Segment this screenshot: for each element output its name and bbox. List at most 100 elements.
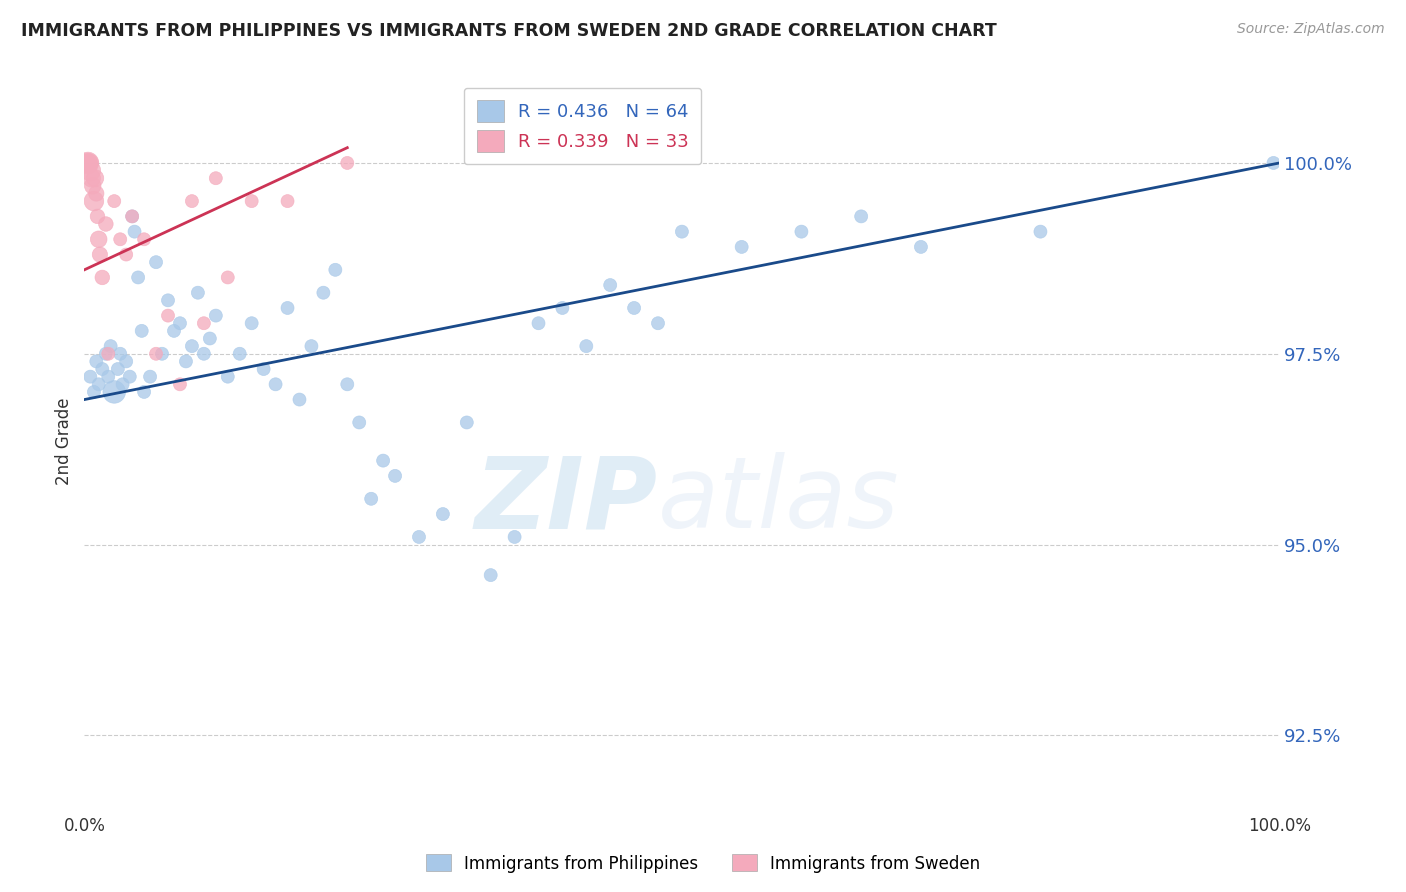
Point [373,453,395,467]
Point [264,377,287,392]
Point [288,392,311,407]
Point [157,309,180,323]
Point [145,255,167,269]
Point [1029,225,1052,239]
Point [169,377,191,392]
Point [217,270,239,285]
Point [87,232,110,246]
Point [193,316,215,330]
Point [198,331,221,345]
Point [111,377,134,392]
Point [169,316,191,330]
Point [384,469,406,483]
Point [527,316,550,330]
Point [277,194,299,208]
Point [76,156,98,170]
Point [910,240,932,254]
Point [205,171,228,186]
Point [121,210,143,224]
Point [86,354,108,368]
Point [790,225,813,239]
Point [479,568,502,582]
Text: ZIP: ZIP [475,452,658,549]
Text: IMMIGRANTS FROM PHILIPPINES VS IMMIGRANTS FROM SWEDEN 2ND GRADE CORRELATION CHAR: IMMIGRANTS FROM PHILIPPINES VS IMMIGRANT… [21,22,997,40]
Point [217,369,239,384]
Point [76,156,98,170]
Point [86,210,108,224]
Point [1263,156,1285,170]
Point [118,369,141,384]
Y-axis label: 2nd Grade: 2nd Grade [55,398,73,485]
Point [150,347,173,361]
Point [336,377,359,392]
Point [75,156,97,170]
Legend: R = 0.436   N = 64, R = 0.339   N = 33: R = 0.436 N = 64, R = 0.339 N = 33 [464,87,702,164]
Point [253,362,276,376]
Point [157,293,180,308]
Point [124,225,146,239]
Text: Source: ZipAtlas.com: Source: ZipAtlas.com [1237,22,1385,37]
Point [731,240,754,254]
Point [103,194,125,208]
Point [240,316,263,330]
Point [121,210,143,224]
Point [599,278,621,293]
Point [115,354,138,368]
Point [181,339,204,353]
Point [325,262,347,277]
Point [671,225,693,239]
Point [80,171,103,186]
Point [181,194,204,208]
Point [110,232,132,246]
Point [107,362,129,376]
Point [83,384,105,399]
Point [97,347,120,361]
Point [623,301,645,315]
Point [132,384,156,399]
Point [97,369,120,384]
Point [87,377,110,392]
Point [82,178,104,193]
Point [174,354,197,368]
Point [360,491,382,506]
Point [91,270,114,285]
Text: atlas: atlas [658,452,900,549]
Point [94,217,117,231]
Point [456,416,478,430]
Point [503,530,526,544]
Point [851,210,873,224]
Point [89,247,111,261]
Point [79,369,101,384]
Point [229,347,252,361]
Point [132,232,156,246]
Point [408,530,430,544]
Point [205,309,228,323]
Point [163,324,186,338]
Point [79,163,101,178]
Point [110,347,132,361]
Point [336,156,359,170]
Point [277,301,299,315]
Legend: Immigrants from Philippines, Immigrants from Sweden: Immigrants from Philippines, Immigrants … [419,847,987,880]
Point [432,507,454,521]
Point [100,339,122,353]
Point [647,316,669,330]
Point [94,347,117,361]
Point [115,247,138,261]
Point [131,324,153,338]
Point [83,194,105,208]
Point [301,339,323,353]
Point [139,369,162,384]
Point [240,194,263,208]
Point [103,384,125,399]
Point [91,362,114,376]
Point [551,301,574,315]
Point [77,156,100,170]
Point [575,339,598,353]
Point [187,285,209,300]
Point [312,285,335,300]
Point [349,416,371,430]
Point [84,171,107,186]
Point [127,270,149,285]
Point [145,347,167,361]
